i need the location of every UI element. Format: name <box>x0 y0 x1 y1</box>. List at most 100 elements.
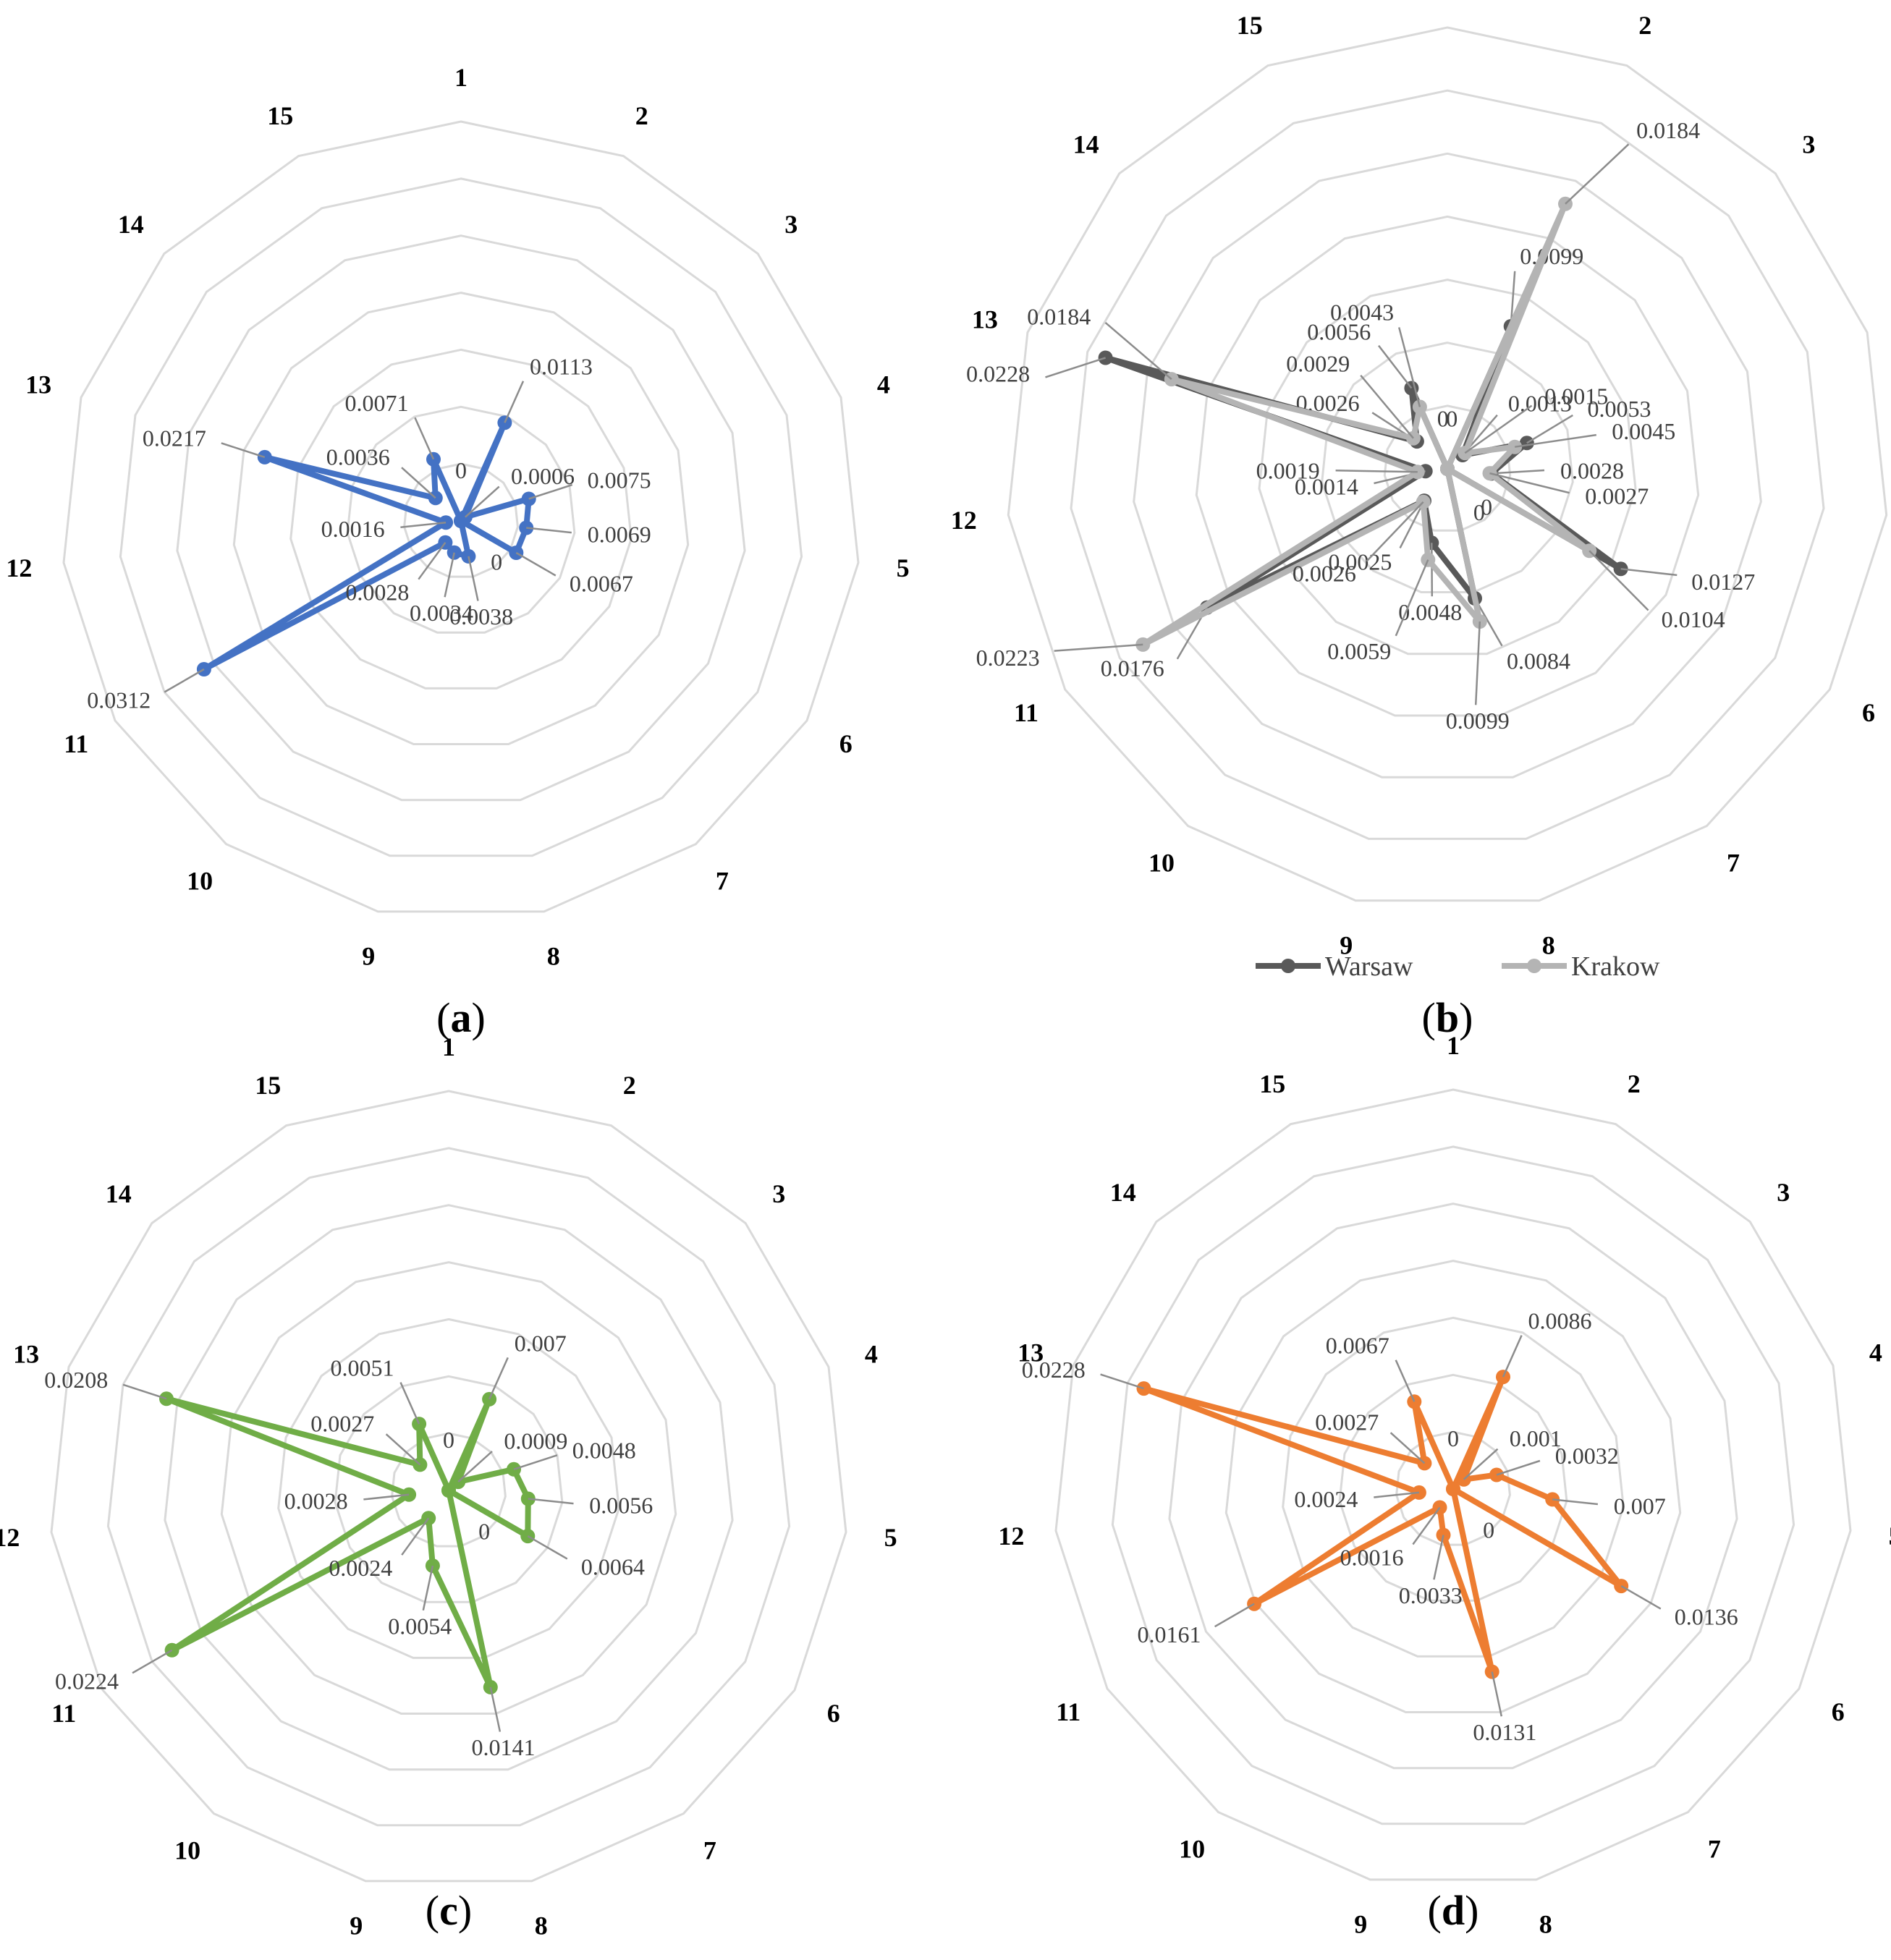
label-leader <box>1397 327 1421 407</box>
label-leader <box>1104 321 1172 381</box>
data-label: 0.0033 <box>1399 1582 1463 1608</box>
label-leader <box>1431 543 1434 597</box>
data-label: 0.007 <box>515 1330 567 1356</box>
category-label: 9 <box>1354 1910 1367 1939</box>
data-label: 0.0104 <box>1662 606 1725 632</box>
data-label: 0.0056 <box>589 1492 653 1518</box>
category-label: 8 <box>547 942 560 971</box>
grid-ring <box>289 348 633 690</box>
category-label: 8 <box>1539 1910 1552 1939</box>
category-label: 12 <box>998 1522 1024 1550</box>
label-leader <box>1395 559 1429 637</box>
category-label: 13 <box>13 1339 39 1368</box>
category-label: 2 <box>623 1071 636 1100</box>
data-label: 0 <box>1481 494 1492 520</box>
grid-ring <box>232 292 690 745</box>
data-label: 0.007 <box>1614 1493 1666 1519</box>
label-leader <box>401 467 436 499</box>
category-label: 13 <box>25 370 51 399</box>
data-label: 0.0027 <box>1585 483 1649 509</box>
category-label: 6 <box>1832 1697 1845 1726</box>
data-label: 0.0025 <box>1328 548 1392 574</box>
label-leader <box>1502 1335 1523 1378</box>
category-label: 10 <box>187 867 213 896</box>
label-leader <box>1389 1432 1426 1464</box>
category-label: 7 <box>716 867 729 896</box>
category-label: 4 <box>877 370 890 399</box>
data-label: 0.0029 <box>1286 351 1350 377</box>
label-leader <box>1565 143 1630 205</box>
data-label: 0.0312 <box>87 687 151 713</box>
category-label: 3 <box>772 1179 785 1208</box>
data-label: 0.0028 <box>1560 457 1624 483</box>
legend-marker <box>1281 959 1295 973</box>
data-label: 0.0067 <box>570 571 633 597</box>
data-label: 0.001 <box>1510 1425 1562 1451</box>
data-label: 0.0048 <box>572 1438 636 1464</box>
grid-ring <box>1054 1088 1852 1881</box>
data-label: 0.0051 <box>331 1355 394 1381</box>
data-label: 0.0113 <box>530 354 593 380</box>
data-label: 0.0014 <box>1295 473 1358 499</box>
data-label: 0.0228 <box>966 361 1030 387</box>
data-label: 0.0184 <box>1636 117 1700 143</box>
data-label: 0.0161 <box>1138 1621 1201 1647</box>
label-leader <box>1378 344 1413 389</box>
data-label: 0.0015 <box>1544 383 1608 410</box>
label-leader <box>468 556 479 601</box>
label-leader <box>414 417 435 460</box>
label-leader <box>1366 501 1424 562</box>
grid-ring <box>1338 1373 1568 1602</box>
category-label: 8 <box>535 1912 548 1940</box>
data-label: 0.0084 <box>1507 648 1570 674</box>
data-label: 0.0038 <box>449 603 513 629</box>
category-label: 3 <box>1802 130 1815 158</box>
label-leader <box>1054 643 1143 652</box>
category-label: 8 <box>1542 930 1555 959</box>
data-label: 0.0006 <box>511 463 575 489</box>
category-label: 10 <box>1179 1835 1205 1864</box>
data-label: 0.0045 <box>1612 418 1675 444</box>
data-label: 0.0099 <box>1446 708 1510 734</box>
category-label: 5 <box>1889 1522 1891 1550</box>
data-label: 0 <box>491 549 502 575</box>
label-leader <box>122 1383 167 1400</box>
data-label: 0.0016 <box>321 516 385 542</box>
category-label: 3 <box>1777 1178 1790 1207</box>
label-leader <box>1496 1459 1541 1476</box>
label-leader <box>489 1687 502 1732</box>
label-leader <box>1489 472 1570 494</box>
data-point <box>1440 462 1455 476</box>
data-label: 0.0027 <box>1315 1409 1379 1435</box>
series-line <box>1140 200 1593 648</box>
label-leader <box>400 521 447 529</box>
grid-ring <box>277 1318 620 1659</box>
legend-item: Krakow <box>1502 951 1660 982</box>
label-leader <box>1045 357 1106 378</box>
data-label: 0.0016 <box>1340 1544 1404 1570</box>
category-label: 14 <box>1110 1178 1136 1207</box>
grid-ring <box>50 1090 847 1883</box>
series-line <box>1141 1374 1625 1675</box>
panel-label: (a) <box>436 994 486 1041</box>
grid-ring <box>346 405 576 634</box>
category-label: 7 <box>703 1836 716 1865</box>
category-label: 1 <box>454 63 468 92</box>
radar-chart-d: 12345678910111213141500.00860.0010.00320… <box>998 1031 1891 1939</box>
series-main <box>159 1391 536 1694</box>
category-label: 11 <box>51 1699 76 1728</box>
category-label: 2 <box>635 101 648 130</box>
grid-ring <box>220 1261 677 1715</box>
legend-marker <box>1527 959 1541 973</box>
grid-ring <box>1282 1316 1625 1658</box>
grid-ring <box>1395 1430 1511 1546</box>
data-label: 0.0028 <box>345 580 409 606</box>
label-leader <box>504 381 525 423</box>
grid-ring <box>1321 341 1574 593</box>
data-label: 0.0069 <box>588 521 651 547</box>
data-label: 0.0208 <box>44 1367 108 1393</box>
label-leader <box>418 542 447 580</box>
